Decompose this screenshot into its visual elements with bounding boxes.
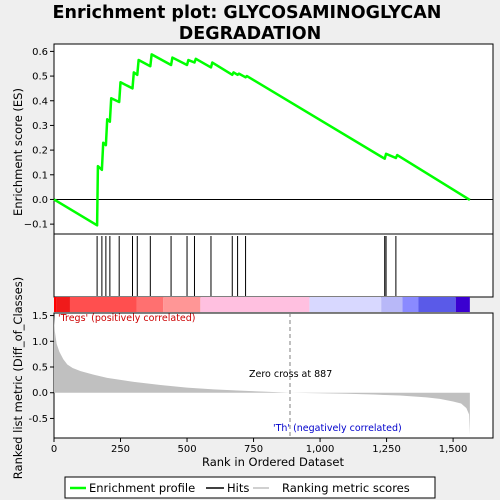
color-band-segment <box>309 297 382 312</box>
es-y-tick-label: 0.4 <box>32 96 48 107</box>
color-band-segment <box>56 297 70 312</box>
x-tick-label: 500 <box>177 444 196 455</box>
es-y-tick-label: 0.3 <box>32 121 48 132</box>
x-tick-label: 1,500 <box>439 444 468 455</box>
color-band-segment <box>455 297 470 312</box>
legend-hits-label: Hits <box>227 481 249 495</box>
color-band-segment <box>200 297 310 312</box>
metric-y-tick-label: 1.5 <box>32 311 48 322</box>
es-y-tick-label: 0.6 <box>32 47 48 58</box>
x-tick-label: 1,250 <box>372 444 401 455</box>
negative-correlation-label: 'Th' (negatively correlated) <box>273 423 402 434</box>
color-band-segment <box>163 297 201 312</box>
hits-plot-area <box>53 233 494 298</box>
positive-correlation-label: 'Tregs' (positively correlated) <box>58 313 196 324</box>
color-band-segment <box>402 297 419 312</box>
zero-cross-label: Zero cross at 887 <box>249 369 332 380</box>
es-plot-area <box>53 43 494 235</box>
metric-y-tick-label: -0.5 <box>28 414 48 425</box>
x-tick-label: 0 <box>51 444 57 455</box>
enrichment-profile-line <box>53 53 471 227</box>
metric-plot-area <box>53 312 494 439</box>
metric-y-tick-label: 1.0 <box>32 337 48 348</box>
x-axis-label: Rank in Ordered Dataset <box>202 455 345 469</box>
legend-box <box>64 476 436 499</box>
es-axis-label: Enrichment score (ES) <box>11 88 25 216</box>
color-band-segment <box>381 297 403 312</box>
x-tick-label: 1,000 <box>306 444 335 455</box>
metric-axis-label: Ranked list metric (Diff_of_Classes) <box>11 277 25 479</box>
color-band-segment <box>136 297 164 312</box>
chart-title-line1: Enrichment plot: GLYCOSAMINOGLYCAN <box>53 3 442 23</box>
es-y-tick-label: 0.2 <box>32 146 48 157</box>
metric-y-tick-label: 0.5 <box>32 363 48 374</box>
color-band-segment <box>54 297 57 312</box>
color-band-segment <box>69 297 137 312</box>
legend-metric-label: Ranking metric scores <box>282 481 410 495</box>
es-y-tick-label: −0.1 <box>24 220 48 231</box>
color-band-segment <box>418 297 456 312</box>
es-y-tick-label: 0.1 <box>32 170 48 181</box>
es-y-tick-label: 0.0 <box>32 195 48 206</box>
x-tick-label: 250 <box>111 444 130 455</box>
legend-enrichment-label: Enrichment profile <box>89 481 195 495</box>
metric-y-tick-label: 0.0 <box>32 388 48 399</box>
es-y-tick-label: 0.5 <box>32 72 48 83</box>
chart-title-line2: DEGRADATION <box>179 24 322 44</box>
x-tick-label: 750 <box>244 444 263 455</box>
